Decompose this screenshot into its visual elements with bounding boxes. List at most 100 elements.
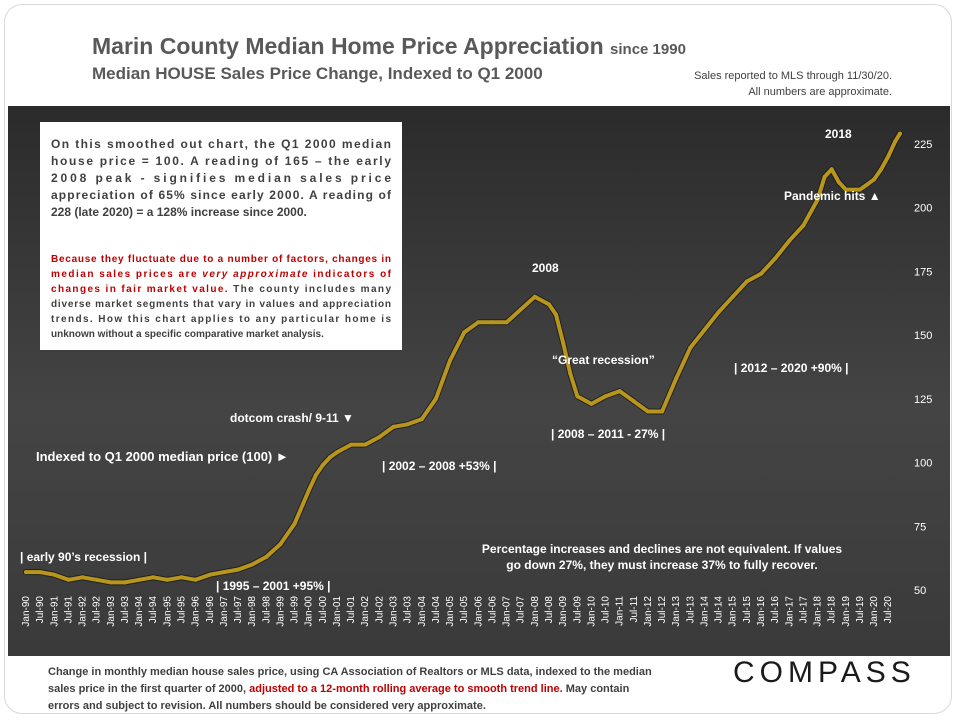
x-tick-label: Jan-04 [417,596,428,627]
data-point [327,455,332,460]
y-tick-label: 175 [914,266,932,278]
x-tick-label: Jul-96 [205,596,216,624]
annotation-1995-2001: | 1995 – 2001 +95% | [216,579,330,593]
chart-title: Marin County Median Home Price Appreciat… [92,33,686,60]
info-box-background [40,122,402,350]
data-point [349,442,354,447]
info-box: On this smoothed out chart, the Q1 2000 … [40,122,402,350]
data-point [278,542,283,547]
x-tick-label: Jul-07 [516,596,527,624]
data-point [122,580,127,585]
x-tick-label: Jan-19 [841,596,852,627]
data-point [801,223,806,228]
data-point [80,575,85,580]
x-tick-label: Jul-98 [261,596,272,624]
y-tick-label: 225 [914,139,932,151]
data-point [843,187,848,192]
x-tick-label: Jul-93 [120,596,131,624]
info-note-span: median sales prices are [51,269,201,280]
info-note-span: indicators of [309,269,392,280]
info-note-line: unknown without a specific comparative m… [51,329,324,340]
data-point [137,577,142,582]
x-tick-label: Jul-90 [35,596,46,624]
data-point [66,577,71,582]
data-point [419,417,424,422]
footer-line2-text: sales price in the first quarter of 2000… [48,683,250,695]
data-point [702,327,707,332]
data-point [108,580,113,585]
data-point [674,376,679,381]
chart-subtitle: Median HOUSE Sales Price Change, Indexed… [92,64,543,83]
x-tick-label: Jul-97 [233,596,244,624]
info-note-span: trends. How this chart applies to any pa… [51,314,391,325]
x-tick-label: Jul-94 [148,596,159,624]
x-tick-label: Jul-20 [883,596,894,624]
annotation-early-90s: | early 90’s recession | [20,550,147,564]
x-tick-label: Jul-92 [92,596,103,624]
footer-line2-red: adjusted to a 12-month rolling average t… [249,683,563,695]
data-point [879,167,884,172]
x-tick-label: Jan-03 [389,596,400,627]
x-tick-label: Jul-91 [63,596,74,624]
x-tick-label: Jan-18 [813,596,824,627]
data-point [617,389,622,394]
x-tick-label: Jan-17 [784,596,795,627]
x-tick-label: Jul-17 [798,596,809,624]
x-tick-label: Jan-12 [643,596,654,627]
y-tick-label: 100 [914,458,932,470]
data-point [836,180,841,184]
data-point [829,167,834,172]
data-point [886,154,891,159]
data-point [518,307,523,312]
data-point [589,401,594,406]
x-tick-label: Jul-03 [403,596,414,624]
y-tick-label: 200 [914,203,932,215]
data-point [313,473,318,478]
x-tick-label: Jan-05 [445,596,456,627]
annotation-2012-2020: | 2012 – 2020 +90% | [734,361,848,375]
data-point [660,409,665,414]
x-tick-label: Jul-04 [431,596,442,624]
x-tick-label: Jul-09 [572,596,583,624]
info-text-line: appreciation of 65% since early 2000. A … [51,188,392,202]
x-tick-label: Jan-10 [586,596,597,627]
x-tick-label: Jan-91 [49,596,60,627]
data-point [221,570,226,575]
data-point [575,394,580,399]
data-point [151,575,156,580]
data-point [773,256,778,261]
x-tick-label: Jul-14 [714,596,725,624]
compass-logo: COMPASS [733,656,916,689]
data-point [264,554,269,559]
data-point [603,394,608,399]
x-tick-label: Jan-15 [728,596,739,627]
info-text-line: 228 (late 2020) = a 128% increase since … [51,205,307,219]
data-point [448,358,452,363]
data-point [787,238,792,243]
info-note-span: diverse market segments that vary in val… [51,299,391,310]
info-note-span: unknown without a specific comparative m… [51,329,324,340]
x-tick-label: Jan-13 [671,596,682,627]
x-tick-label: Jul-95 [176,596,187,624]
data-point [645,409,650,414]
data-point [236,567,240,572]
x-tick-label: Jan-99 [275,596,286,627]
data-point [822,174,827,179]
info-text-line: 2008 peak - signifies median sales price [51,171,391,185]
x-tick-label: Jan-01 [332,596,343,627]
info-note-line: median sales prices are very approximate… [51,269,392,280]
annotation-2008: 2008 [532,261,559,275]
x-tick-label: Jul-08 [544,596,555,624]
x-tick-label: Jan-14 [699,596,710,627]
annotation-2018: 2018 [825,127,852,141]
x-tick-label: Jul-15 [742,596,753,624]
data-point [462,330,467,335]
x-tick-label: Jan-95 [162,596,173,627]
x-tick-label: Jul-06 [487,596,498,624]
x-tick-label: Jan-96 [191,596,202,627]
x-tick-label: Jan-07 [502,596,513,627]
info-note-line: changes in fair market value. The county… [51,284,391,295]
data-point [893,139,898,144]
